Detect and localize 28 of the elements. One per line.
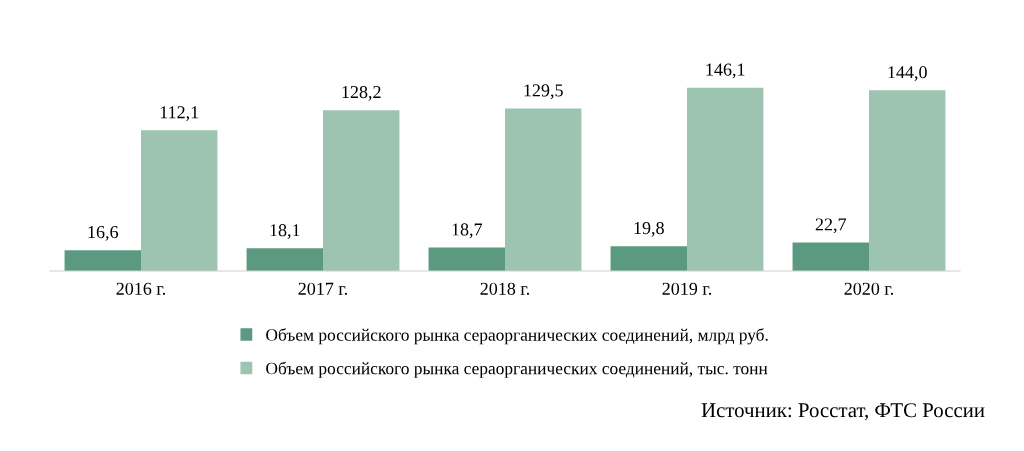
x-tick-label: 2020 г. bbox=[844, 282, 894, 295]
data-label: 19,8 bbox=[634, 221, 664, 237]
data-label: 146,1 bbox=[706, 63, 745, 79]
x-tick-label: 2019 г. bbox=[662, 282, 712, 295]
data-label: 129,5 bbox=[524, 84, 563, 100]
legend-label: Объем российского рынка сераорганических соединений, тыс. тонн bbox=[266, 361, 768, 378]
data-label: 112,1 bbox=[160, 106, 199, 121]
bar bbox=[869, 90, 946, 271]
bar bbox=[687, 87, 764, 271]
data-label: 18,1 bbox=[270, 224, 300, 239]
data-label: 144,0 bbox=[888, 66, 927, 81]
text: Источник: Росстат, ФТС России bbox=[701, 403, 985, 421]
data-label: 16,6 bbox=[88, 226, 119, 241]
bar bbox=[610, 246, 687, 271]
legend-label: Объем российского рынка сераорганических соединений, млрд руб. bbox=[266, 328, 768, 345]
data-label: 128,2 bbox=[342, 85, 381, 101]
data-label: 18,7 bbox=[452, 223, 483, 239]
bar bbox=[792, 242, 869, 271]
bar bbox=[428, 247, 505, 271]
x-tick-label: 2018 г. bbox=[480, 282, 530, 295]
x-tick-label: 2017 г. bbox=[298, 282, 348, 295]
bar bbox=[246, 248, 323, 271]
bar bbox=[505, 108, 582, 271]
data-label: 22,7 bbox=[815, 218, 847, 234]
x-tick-label: 2016 г. bbox=[116, 282, 166, 295]
bar bbox=[323, 110, 400, 271]
bar bbox=[64, 250, 141, 271]
bar bbox=[141, 130, 218, 271]
